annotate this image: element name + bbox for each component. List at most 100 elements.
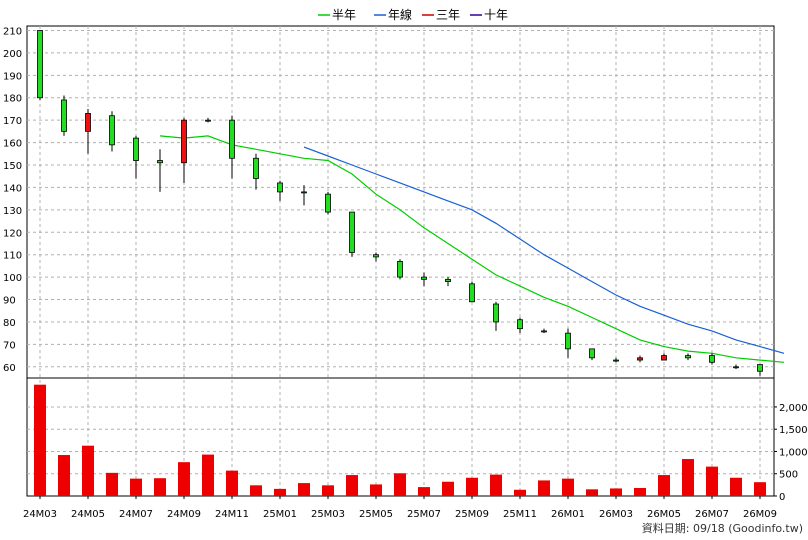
candle [637, 355, 643, 363]
candle-body [301, 191, 307, 194]
candle-body [421, 276, 427, 280]
ma-line-半年 [159, 135, 785, 363]
price-tick-label: 210 [3, 26, 22, 37]
candle-body [349, 211, 355, 253]
price-tick-label: 160 [3, 139, 22, 150]
candle [157, 149, 163, 192]
grid-lines [27, 26, 774, 496]
candle [325, 191, 331, 215]
candle [397, 259, 403, 280]
x-tick-label: 26M07 [695, 509, 729, 520]
volume-bar [514, 489, 526, 496]
price-tick-label: 130 [3, 206, 22, 217]
x-tick-label: 26M09 [743, 509, 777, 520]
volume-tick-label: 2,000 [779, 403, 808, 414]
price-tick-label: 180 [3, 94, 22, 105]
candle [565, 328, 571, 358]
candle-body [85, 113, 91, 132]
volume-bar [490, 474, 502, 496]
candle-body [181, 119, 187, 164]
volume-bar [250, 485, 262, 496]
candle [661, 353, 667, 361]
candle-body [157, 160, 163, 164]
volume-bar [538, 480, 550, 496]
candle-body [589, 348, 595, 359]
volume-tick-label: 0 [779, 492, 785, 503]
candle-body [685, 355, 691, 359]
volume-bar [34, 384, 46, 496]
x-tick-label: 25M03 [311, 509, 345, 520]
candle-body [613, 359, 619, 362]
candle-body [325, 193, 331, 213]
candle [685, 353, 691, 361]
candle-body [373, 254, 379, 258]
volume-bar [226, 470, 238, 496]
price-panel-frame [26, 25, 775, 379]
candle-body [277, 182, 283, 193]
volume-axis: 0 500 1,000 1,500 2,000 [774, 403, 808, 503]
legend-label: 半年 [332, 8, 356, 22]
candle-body [637, 357, 643, 361]
volume-bar [754, 482, 766, 496]
x-tick-label: 26M01 [551, 509, 585, 520]
volume-bar [442, 481, 454, 496]
price-tick-label: 80 [3, 318, 16, 329]
price-tick-label: 70 [3, 340, 16, 351]
footer-note: 資料日期: 09/18 (Goodinfo.tw) [642, 521, 803, 535]
volume-tick-label: 500 [779, 470, 798, 481]
candle [445, 277, 451, 287]
candle-body [565, 332, 571, 350]
candle-body [133, 137, 139, 161]
volume-bar [586, 489, 598, 496]
candle [517, 317, 523, 334]
x-tick-label: 26M05 [647, 509, 681, 520]
x-tick-label: 25M11 [503, 509, 537, 520]
x-tick-label: 24M03 [23, 509, 57, 520]
x-tick-label: 24M05 [71, 509, 105, 520]
volume-bar [106, 472, 118, 496]
candle [109, 111, 115, 152]
volume-bar [730, 477, 742, 496]
x-tick-label: 24M07 [119, 509, 153, 520]
volume-bar [154, 478, 166, 496]
price-tick-label: 120 [3, 228, 22, 239]
candle-body [109, 115, 115, 146]
volume-bar [634, 487, 646, 496]
candle [133, 135, 139, 179]
price-tick-label: 150 [3, 161, 22, 172]
price-tick-label: 140 [3, 183, 22, 194]
legend-label: 十年 [484, 8, 508, 22]
price-tick-label: 200 [3, 49, 22, 60]
legend-item: 三年 [422, 8, 460, 22]
candle-body [469, 283, 475, 303]
volume-bar [82, 445, 94, 496]
candle-body [61, 99, 67, 132]
volume-bar [418, 487, 430, 496]
volume-tick-label: 1,000 [779, 447, 808, 458]
candle [181, 117, 187, 183]
candle [253, 153, 259, 190]
volume-bar [322, 485, 334, 496]
legend-item: 年線 [374, 7, 412, 22]
volume-bars [34, 384, 766, 496]
candle-body [757, 364, 763, 372]
volume-bar [346, 475, 358, 496]
chart-legend: 半年 年線 三年 十年 [318, 7, 508, 22]
candle [349, 211, 355, 257]
volume-tick-label: 1,500 [779, 425, 808, 436]
candle [61, 95, 67, 136]
price-axis: 60 70 80 90 100 110 120 130 140 150 160 170 180 190 20… [3, 26, 22, 373]
volume-bar [610, 488, 622, 496]
candle-body [541, 330, 547, 333]
moving-average-lines [159, 135, 785, 363]
volume-bar [394, 473, 406, 496]
legend-item: 十年 [470, 8, 508, 22]
candle [205, 117, 211, 123]
price-tick-label: 60 [3, 363, 16, 374]
candle [493, 301, 499, 331]
x-tick-label: 24M09 [167, 509, 201, 520]
volume-bar [130, 478, 142, 496]
volume-bar [202, 454, 214, 496]
x-tick-label: 25M07 [407, 509, 441, 520]
